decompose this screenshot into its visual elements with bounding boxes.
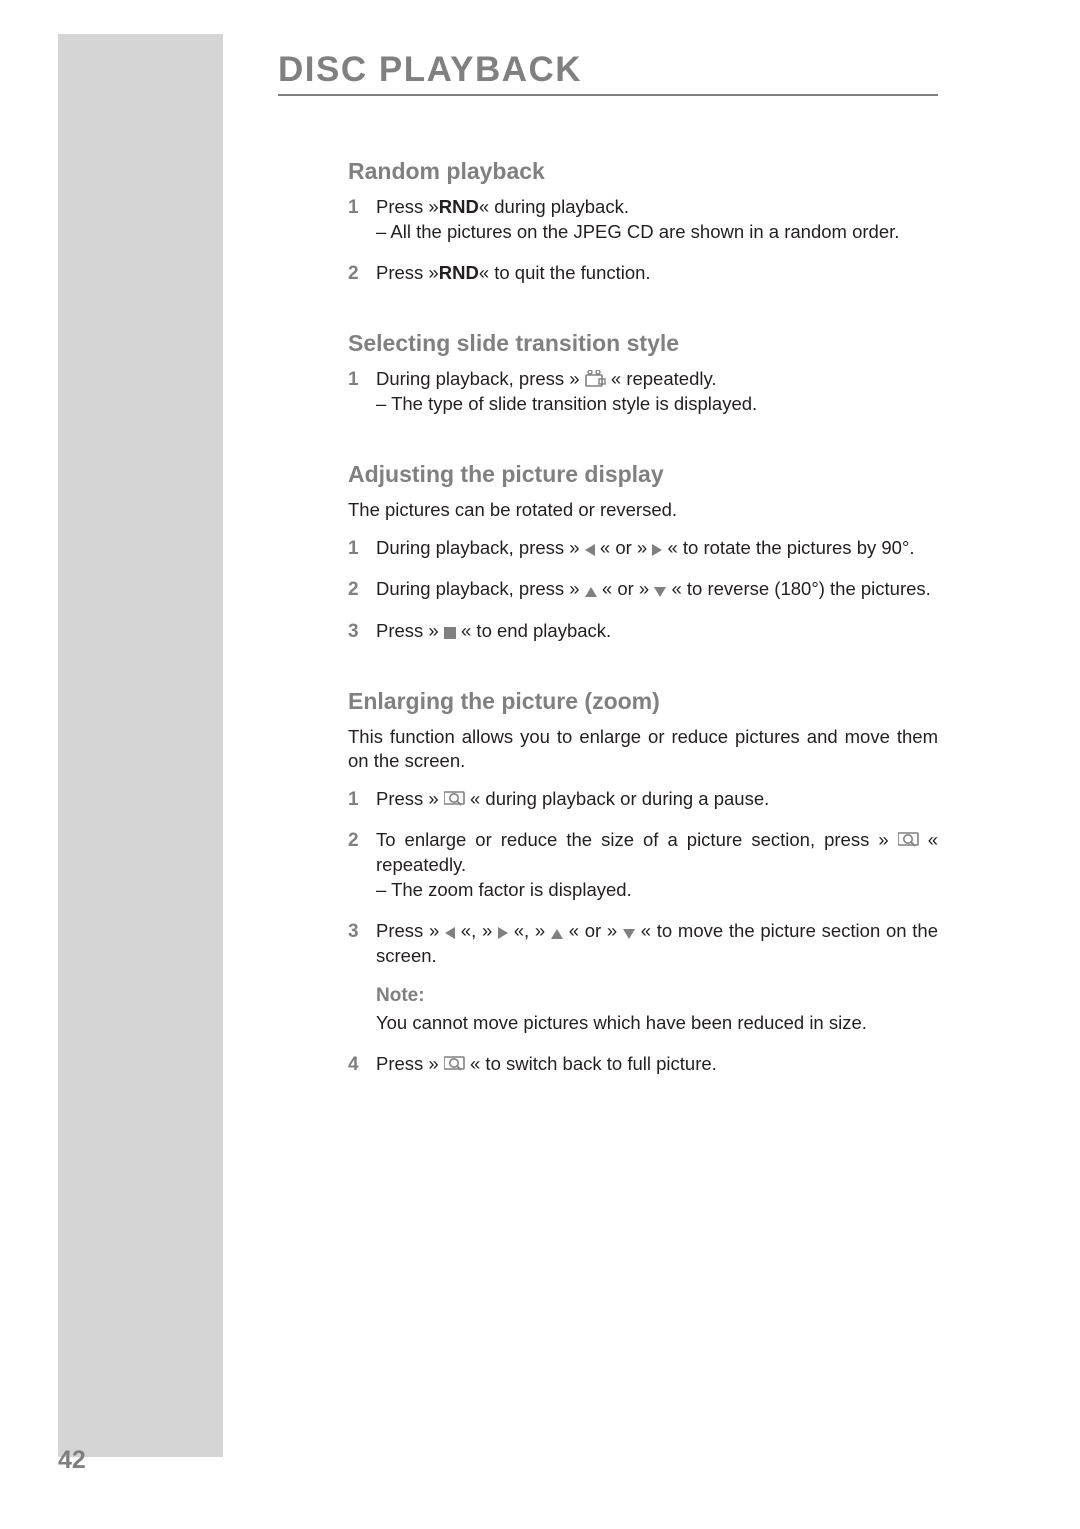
step-number: 1 <box>348 536 376 561</box>
step-text: To enlarge or reduce the size of a pictu… <box>376 828 938 903</box>
zoom-icon <box>444 790 465 807</box>
step: 2 During playback, press » « or » « to r… <box>348 577 938 602</box>
triangle-up-icon <box>585 587 597 597</box>
step-sub: – The type of slide transition style is … <box>376 392 938 417</box>
step-text: Press » «, » «, » « or » « to move the p… <box>376 919 938 969</box>
zoom-icon <box>898 831 919 848</box>
step-text: Press »RND« during playback. – All the p… <box>376 195 938 245</box>
step: 1 Press »RND« during playback. – All the… <box>348 195 938 245</box>
page: DISC PLAYBACK Random playback 1 Press »R… <box>0 0 1080 1529</box>
step-number: 2 <box>348 828 376 853</box>
step: 3 Press » «, » «, » « or » « to move the… <box>348 919 938 969</box>
triangle-right-icon <box>652 544 662 556</box>
heading-random-playback: Random playback <box>348 158 938 185</box>
note-label: Note: <box>376 985 938 1007</box>
step: 3 Press » « to end playback. <box>348 619 938 644</box>
triangle-up-icon <box>551 929 563 939</box>
triangle-left-icon <box>445 927 455 939</box>
step-number: 3 <box>348 619 376 644</box>
zoom-icon <box>444 1055 465 1072</box>
steps-zoom-after-note: 4 Press » « to switch back to full pictu… <box>348 1052 938 1077</box>
step-sub: – The zoom factor is displayed. <box>376 878 938 903</box>
heading-zoom: Enlarging the picture (zoom) <box>348 688 938 715</box>
step-number: 3 <box>348 919 376 944</box>
steps-zoom: 1 Press » « during playback or during a … <box>348 787 938 969</box>
step-number: 1 <box>348 787 376 812</box>
step: 2 Press »RND« to quit the function. <box>348 261 938 286</box>
intro-zoom: This function allows you to enlarge or r… <box>348 725 938 774</box>
heading-adjusting-picture: Adjusting the picture display <box>348 461 938 488</box>
page-title: DISC PLAYBACK <box>278 50 938 96</box>
step-text: Press »RND« to quit the function. <box>376 261 938 286</box>
step-text: Press » « to switch back to full picture… <box>376 1052 938 1077</box>
step: 1 Press » « during playback or during a … <box>348 787 938 812</box>
step-number: 4 <box>348 1052 376 1077</box>
step: 1 During playback, press » « repeatedly.… <box>348 367 938 417</box>
triangle-down-icon <box>623 929 635 939</box>
step: 2 To enlarge or reduce the size of a pic… <box>348 828 938 903</box>
triangle-left-icon <box>585 544 595 556</box>
step-text: During playback, press » « or » « to rev… <box>376 577 938 602</box>
triangle-right-icon <box>498 927 508 939</box>
step-number: 2 <box>348 577 376 602</box>
page-title-text: DISC PLAYBACK <box>278 50 582 90</box>
body: Random playback 1 Press »RND« during pla… <box>348 158 938 1077</box>
stop-square-icon <box>444 627 456 639</box>
note-body: You cannot move pictures which have been… <box>376 1011 938 1036</box>
step-sub: – All the pictures on the JPEG CD are sh… <box>376 220 938 245</box>
step-number: 1 <box>348 367 376 392</box>
content-area: DISC PLAYBACK Random playback 1 Press »R… <box>278 50 938 1093</box>
camera-icon <box>585 370 606 387</box>
step-text: Press » « to end playback. <box>376 619 938 644</box>
page-number: 42 <box>58 1446 86 1475</box>
intro-adjusting-picture: The pictures can be rotated or reversed. <box>348 498 938 522</box>
step: 4 Press » « to switch back to full pictu… <box>348 1052 938 1077</box>
sidebar-column <box>58 34 223 1457</box>
step-text: During playback, press » « or » « to rot… <box>376 536 938 561</box>
step-text: Press » « during playback or during a pa… <box>376 787 938 812</box>
triangle-down-icon <box>654 587 666 597</box>
step-text: During playback, press » « repeatedly. –… <box>376 367 938 417</box>
step: 1 During playback, press » « or » « to r… <box>348 536 938 561</box>
steps-slide-transition: 1 During playback, press » « repeatedly.… <box>348 367 938 417</box>
step-number: 1 <box>348 195 376 220</box>
step-number: 2 <box>348 261 376 286</box>
note-block: Note: You cannot move pictures which hav… <box>376 985 938 1036</box>
steps-random-playback: 1 Press »RND« during playback. – All the… <box>348 195 938 286</box>
heading-slide-transition: Selecting slide transition style <box>348 330 938 357</box>
steps-adjusting-picture: 1 During playback, press » « or » « to r… <box>348 536 938 643</box>
